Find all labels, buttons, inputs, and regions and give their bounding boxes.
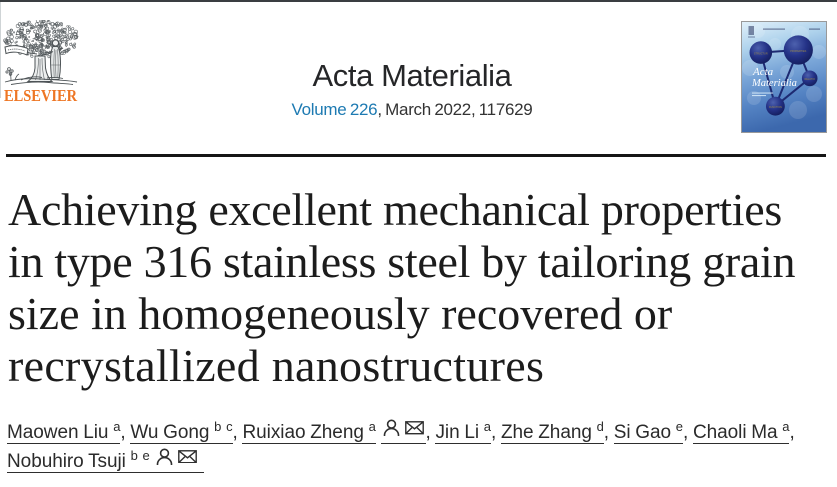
svg-text:PROPERTIES: PROPERTIES xyxy=(790,50,806,53)
svg-text:STRUCTUR: STRUCTUR xyxy=(754,52,768,55)
svg-text:Materialia: Materialia xyxy=(751,78,797,89)
svg-text:FUNCTION: FUNCTION xyxy=(769,106,782,109)
svg-text:Acta: Acta xyxy=(752,66,774,78)
svg-text:RELATIO: RELATIO xyxy=(804,78,815,81)
